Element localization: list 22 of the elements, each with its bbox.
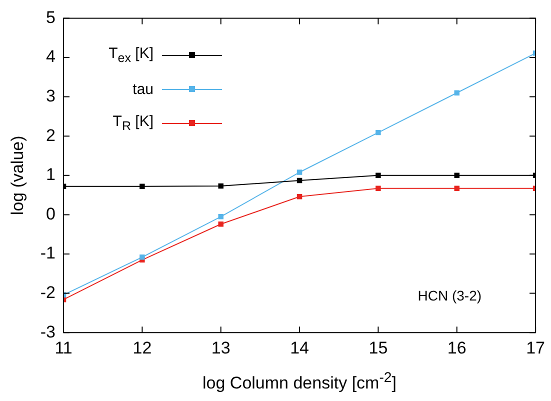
x-tick-label: 13 [211, 338, 230, 358]
y-tick-label: 2 [46, 126, 56, 145]
y-tick-label: 1 [46, 165, 56, 184]
legend-label: T$_{ex}$ [K] [108, 45, 154, 66]
y-tick-label: -2 [40, 282, 56, 302]
y-tick-label: 4 [46, 47, 56, 66]
legend-label: T$_{R}$ [K] [112, 113, 154, 134]
y-tick-label: 5 [46, 8, 56, 27]
x-tick-label: 12 [132, 338, 152, 358]
x-tick-label: 16 [447, 338, 466, 358]
annotation: HCN (3-2) [418, 288, 482, 304]
y-tick-label: 3 [46, 86, 56, 106]
x-axis-title: log Column density [cm$^{-2}$] [202, 370, 398, 394]
legend-label: tau [132, 80, 154, 98]
y-tick-label: -1 [40, 244, 56, 263]
x-tick-label: 15 [368, 338, 388, 358]
x-tick-label: 14 [290, 338, 309, 358]
y-axis-title: log (value) [8, 136, 27, 216]
x-tick-label: 11 [54, 338, 72, 358]
y-tick-label: 0 [46, 204, 56, 224]
x-tick-label: 17 [526, 338, 546, 358]
y-tick-label: -3 [40, 322, 56, 342]
